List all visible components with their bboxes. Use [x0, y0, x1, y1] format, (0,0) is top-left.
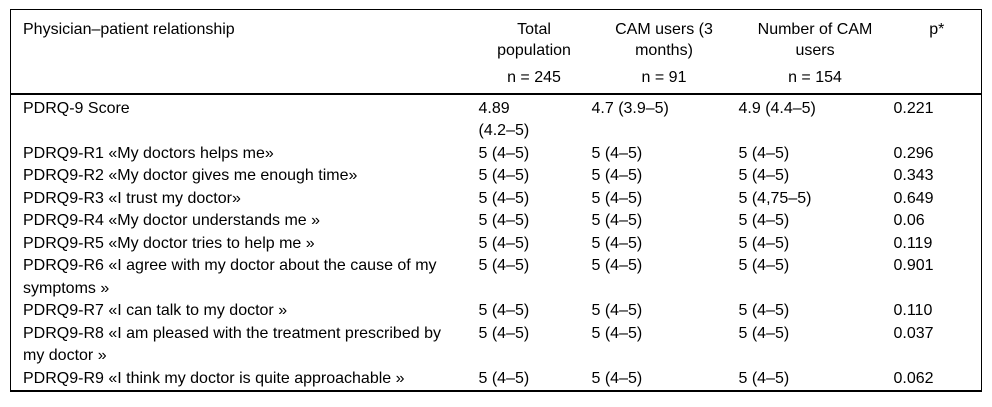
table-header: Physician–patient relationship Total pop… — [10, 9, 982, 95]
row-label: PDRQ9-R7 «I can talk to my doctor » — [23, 302, 288, 319]
cell-p-value: 0.296 — [893, 144, 934, 162]
cell-total-population: 4.89 (4.2–5) — [478, 99, 530, 140]
table-body: PDRQ-9 Score 4.89 (4.2–5) 4.7 (3.9–5) 4.9 (… — [11, 94, 982, 392]
column-n-count: n = 91 — [641, 69, 687, 86]
cell-p-value: 0.649 — [893, 189, 934, 207]
table-row: PDRQ9-R2 «My doctor gives me enough time… — [11, 165, 982, 188]
cell-p-value: 0.037 — [893, 324, 934, 342]
column-header-number-of-cam-users: Number of CAM users n = 154 — [737, 9, 893, 95]
table-row: PDRQ9-R4 «My doctor understands me » 5 (4… — [11, 210, 982, 233]
cell-total-population: 5 (4–5) — [478, 302, 530, 319]
column-label: p* — [929, 21, 945, 38]
row-label: PDRQ9-R4 «My doctor understands me » — [23, 212, 321, 229]
column-n-count: n = 154 — [788, 69, 842, 86]
row-label: PDRQ9-R2 «My doctor gives me enough time… — [23, 167, 358, 184]
table-row: PDRQ9-R3 «I trust my doctor» 5 (4–5) 5 (4–… — [11, 188, 982, 211]
column-label: CAM users (3 months) — [615, 21, 713, 59]
column-n-count: n = 245 — [507, 69, 561, 86]
row-header-label: Physician–patient relationship — [23, 21, 235, 38]
cell-number-of-cam-users: 5 (4–5) — [738, 324, 790, 342]
table-row: PDRQ9-R6 «I agree with my doctor about t… — [11, 255, 982, 300]
table-row: PDRQ9-R5 «My doctor tries to help me » 5 … — [11, 233, 982, 256]
cell-cam-users: 5 (4–5) — [591, 234, 643, 252]
cell-cam-users: 5 (4–5) — [591, 167, 643, 184]
row-label: PDRQ9-R5 «My doctor tries to help me » — [23, 234, 315, 252]
cell-p-value: 0.343 — [893, 167, 934, 184]
cell-number-of-cam-users: 4.9 (4.4–5) — [738, 99, 816, 117]
cell-number-of-cam-users: 5 (4–5) — [738, 257, 790, 274]
cell-total-population: 5 (4–5) — [478, 144, 530, 162]
cell-number-of-cam-users: 5 (4,75–5) — [738, 189, 812, 207]
cell-total-population: 5 (4–5) — [478, 257, 530, 274]
table-row: PDRQ-9 Score 4.89 (4.2–5) 4.7 (3.9–5) 4.9 (… — [11, 94, 982, 143]
cell-number-of-cam-users: 5 (4–5) — [738, 302, 790, 319]
row-label: PDRQ9-R9 «I think my doctor is quite app… — [23, 369, 405, 387]
cell-cam-users: 5 (4–5) — [591, 144, 643, 162]
row-label: PDRQ9-R3 «I trust my doctor» — [23, 189, 241, 207]
cell-cam-users: 5 (4–5) — [591, 212, 643, 229]
cell-total-population: 5 (4–5) — [478, 324, 530, 342]
physician-patient-relationship-table: Physician–patient relationship Total pop… — [10, 9, 982, 392]
cell-total-population: 5 (4–5) — [478, 234, 530, 252]
row-label: PDRQ9-R6 «I agree with my doctor about t… — [23, 257, 437, 297]
cell-number-of-cam-users: 5 (4–5) — [738, 234, 790, 252]
table-row: PDRQ9-R9 «I think my doctor is quite app… — [11, 368, 982, 392]
cell-cam-users: 5 (4–5) — [591, 189, 643, 207]
cell-number-of-cam-users: 5 (4–5) — [738, 167, 790, 184]
cell-cam-users: 5 (4–5) — [591, 257, 643, 274]
header-row: Physician–patient relationship Total pop… — [10, 9, 982, 95]
row-label: PDRQ-9 Score — [23, 99, 130, 117]
cell-number-of-cam-users: 5 (4–5) — [738, 369, 790, 387]
cell-cam-users: 5 (4–5) — [591, 302, 643, 319]
table-row: PDRQ9-R7 «I can talk to my doctor » 5 (4–… — [11, 300, 982, 323]
column-header-relationship: Physician–patient relationship — [10, 9, 478, 95]
cell-p-value: 0.119 — [893, 234, 933, 252]
cell-cam-users: 5 (4–5) — [591, 369, 643, 387]
column-label: Total population — [497, 21, 571, 59]
cell-number-of-cam-users: 5 (4–5) — [738, 212, 790, 229]
column-header-cam-users: CAM users (3 months) n = 91 — [590, 9, 738, 95]
cell-total-population: 5 (4–5) — [478, 167, 530, 184]
cell-total-population: 5 (4–5) — [478, 369, 530, 387]
row-label: PDRQ9-R8 «I am pleased with the treatmen… — [23, 324, 441, 365]
table-row: PDRQ9-R1 «My doctors helps me» 5 (4–5) 5 (… — [11, 143, 982, 166]
cell-number-of-cam-users: 5 (4–5) — [738, 144, 790, 162]
column-header-p-value: p* — [892, 9, 982, 95]
paper-table-container: Physician–patient relationship Total pop… — [10, 9, 982, 392]
cell-p-value: 0.901 — [893, 257, 934, 274]
cell-total-population: 5 (4–5) — [478, 212, 530, 229]
cell-cam-users: 5 (4–5) — [591, 324, 643, 342]
cell-cam-users: 4.7 (3.9–5) — [591, 99, 669, 117]
row-label: PDRQ9-R1 «My doctors helps me» — [23, 144, 274, 162]
table-row: PDRQ9-R8 «I am pleased with the treatmen… — [11, 323, 982, 368]
column-label: Number of CAM users — [757, 21, 873, 59]
column-header-total-population: Total population n = 245 — [477, 9, 591, 95]
cell-p-value: 0.221 — [893, 99, 934, 117]
cell-p-value: 0.06 — [893, 212, 925, 229]
cell-total-population: 5 (4–5) — [478, 189, 530, 207]
cell-p-value: 0.062 — [893, 369, 934, 387]
cell-p-value: 0.110 — [893, 302, 933, 319]
